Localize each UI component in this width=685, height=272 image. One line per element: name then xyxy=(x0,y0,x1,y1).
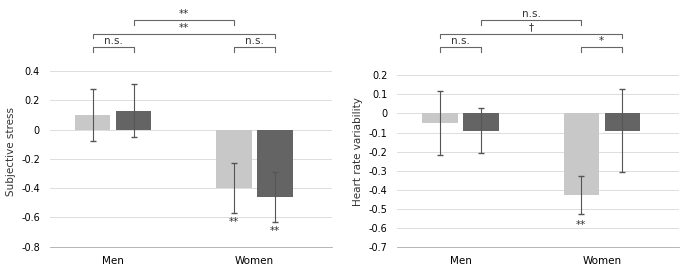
Text: **: ** xyxy=(270,226,280,236)
Text: n.s.: n.s. xyxy=(245,36,264,46)
Bar xyxy=(216,129,251,188)
Text: n.s.: n.s. xyxy=(522,9,540,19)
Text: *: * xyxy=(599,36,604,46)
Bar xyxy=(423,113,458,123)
Bar xyxy=(464,113,499,131)
Text: n.s.: n.s. xyxy=(451,36,470,46)
Bar xyxy=(116,110,151,129)
Bar xyxy=(258,129,292,197)
Text: **: ** xyxy=(179,9,189,19)
Y-axis label: Subjective stress: Subjective stress xyxy=(5,107,16,196)
Text: **: ** xyxy=(576,220,586,230)
Text: n.s.: n.s. xyxy=(104,36,123,46)
Bar xyxy=(605,113,640,131)
Y-axis label: Heart rate variability: Heart rate variability xyxy=(353,97,363,206)
Text: †: † xyxy=(529,23,534,33)
Bar xyxy=(75,115,110,129)
Bar xyxy=(564,113,599,195)
Text: **: ** xyxy=(229,217,239,227)
Text: **: ** xyxy=(179,23,189,33)
